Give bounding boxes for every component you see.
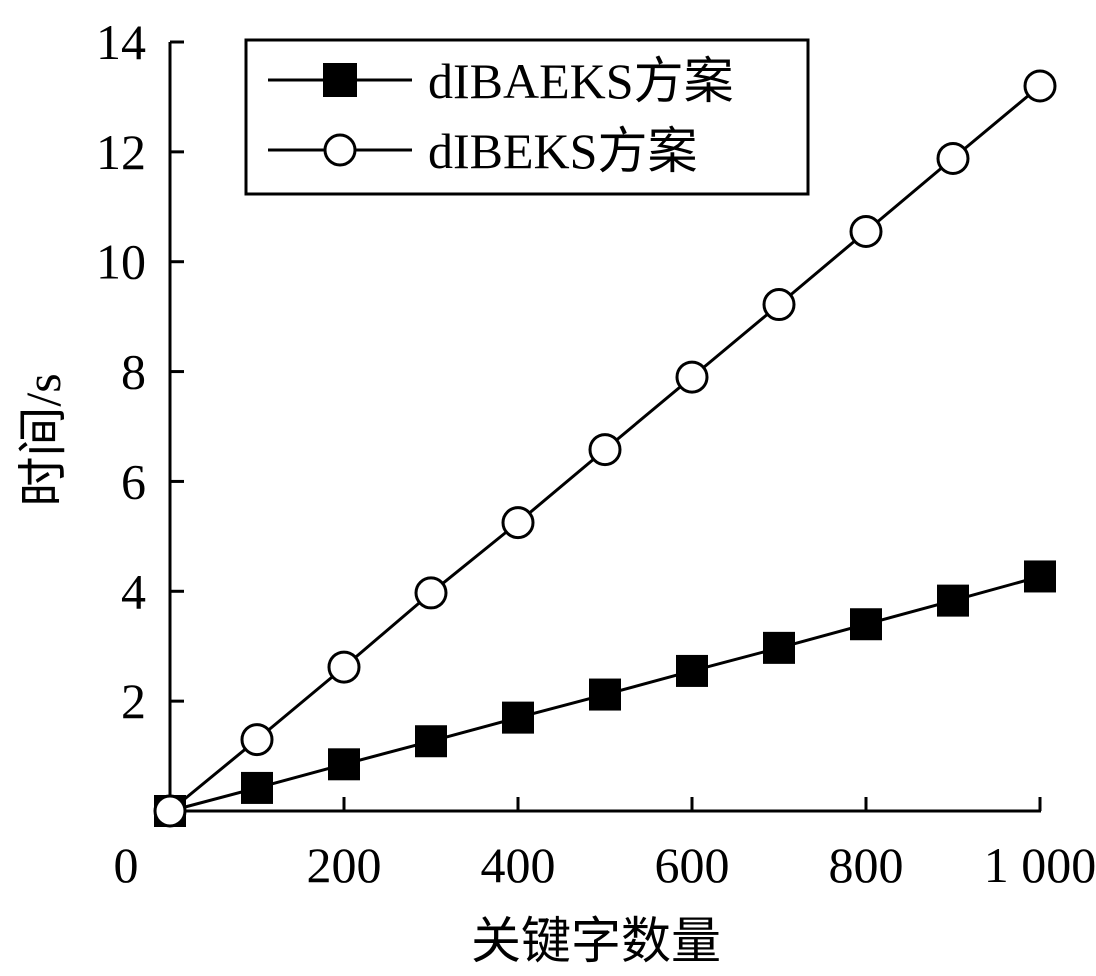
y-tick-label: 14 bbox=[96, 14, 146, 70]
data-point-series-2 bbox=[153, 794, 187, 828]
data-point-series-1 bbox=[415, 725, 447, 758]
x-tick-label: 400 bbox=[481, 837, 556, 893]
data-point-series-1 bbox=[241, 771, 273, 804]
data-point-series-1 bbox=[763, 631, 795, 664]
data-point-series-2 bbox=[936, 141, 970, 175]
data-point-series-2 bbox=[327, 650, 361, 684]
data-point-series-1 bbox=[589, 678, 621, 711]
data-point-series-1 bbox=[850, 608, 882, 641]
legend-label-series-1: dIBAEKS方案 bbox=[428, 53, 734, 109]
data-point-series-1 bbox=[502, 701, 534, 734]
x-tick-label: 0 bbox=[114, 837, 139, 893]
x-tick-label: 200 bbox=[307, 837, 382, 893]
axes bbox=[168, 42, 1041, 813]
x-tick-label: 600 bbox=[655, 837, 730, 893]
legend: dIBAEKS方案 dIBEKS方案 bbox=[244, 38, 810, 196]
data-point-series-2 bbox=[762, 288, 796, 322]
legend-marker-series-1 bbox=[323, 63, 357, 97]
data-point-series-1 bbox=[937, 584, 969, 617]
data-point-series-2 bbox=[588, 433, 622, 467]
data-point-series-2 bbox=[675, 360, 709, 394]
series-layer bbox=[153, 69, 1057, 828]
y-tick-label: 10 bbox=[96, 234, 146, 290]
x-tick-label: 1 000 bbox=[984, 837, 1096, 893]
y-tick-label: 8 bbox=[121, 344, 146, 400]
ticks: 2 4 6 8 10 12 14 0 200 400 600 800 1 000 bbox=[96, 14, 1096, 893]
data-point-series-2 bbox=[501, 506, 535, 540]
y-axis-title: 时间/s bbox=[15, 373, 71, 506]
y-tick-label: 2 bbox=[121, 673, 146, 729]
y-tick-label: 6 bbox=[121, 453, 146, 509]
data-point-series-1 bbox=[1024, 560, 1056, 593]
data-point-series-2 bbox=[414, 576, 448, 610]
legend-label-series-2: dIBEKS方案 bbox=[428, 123, 697, 179]
data-point-series-2 bbox=[849, 215, 883, 249]
y-tick-label: 12 bbox=[96, 124, 146, 180]
y-tick-label: 4 bbox=[121, 563, 146, 619]
x-tick-label: 800 bbox=[829, 837, 904, 893]
legend-marker-series-2 bbox=[323, 133, 357, 167]
data-point-series-1 bbox=[676, 654, 708, 687]
x-axis-title: 关键字数量 bbox=[471, 913, 721, 969]
data-point-series-2 bbox=[1023, 69, 1057, 103]
data-point-series-2 bbox=[240, 723, 274, 757]
data-point-series-1 bbox=[328, 748, 360, 781]
